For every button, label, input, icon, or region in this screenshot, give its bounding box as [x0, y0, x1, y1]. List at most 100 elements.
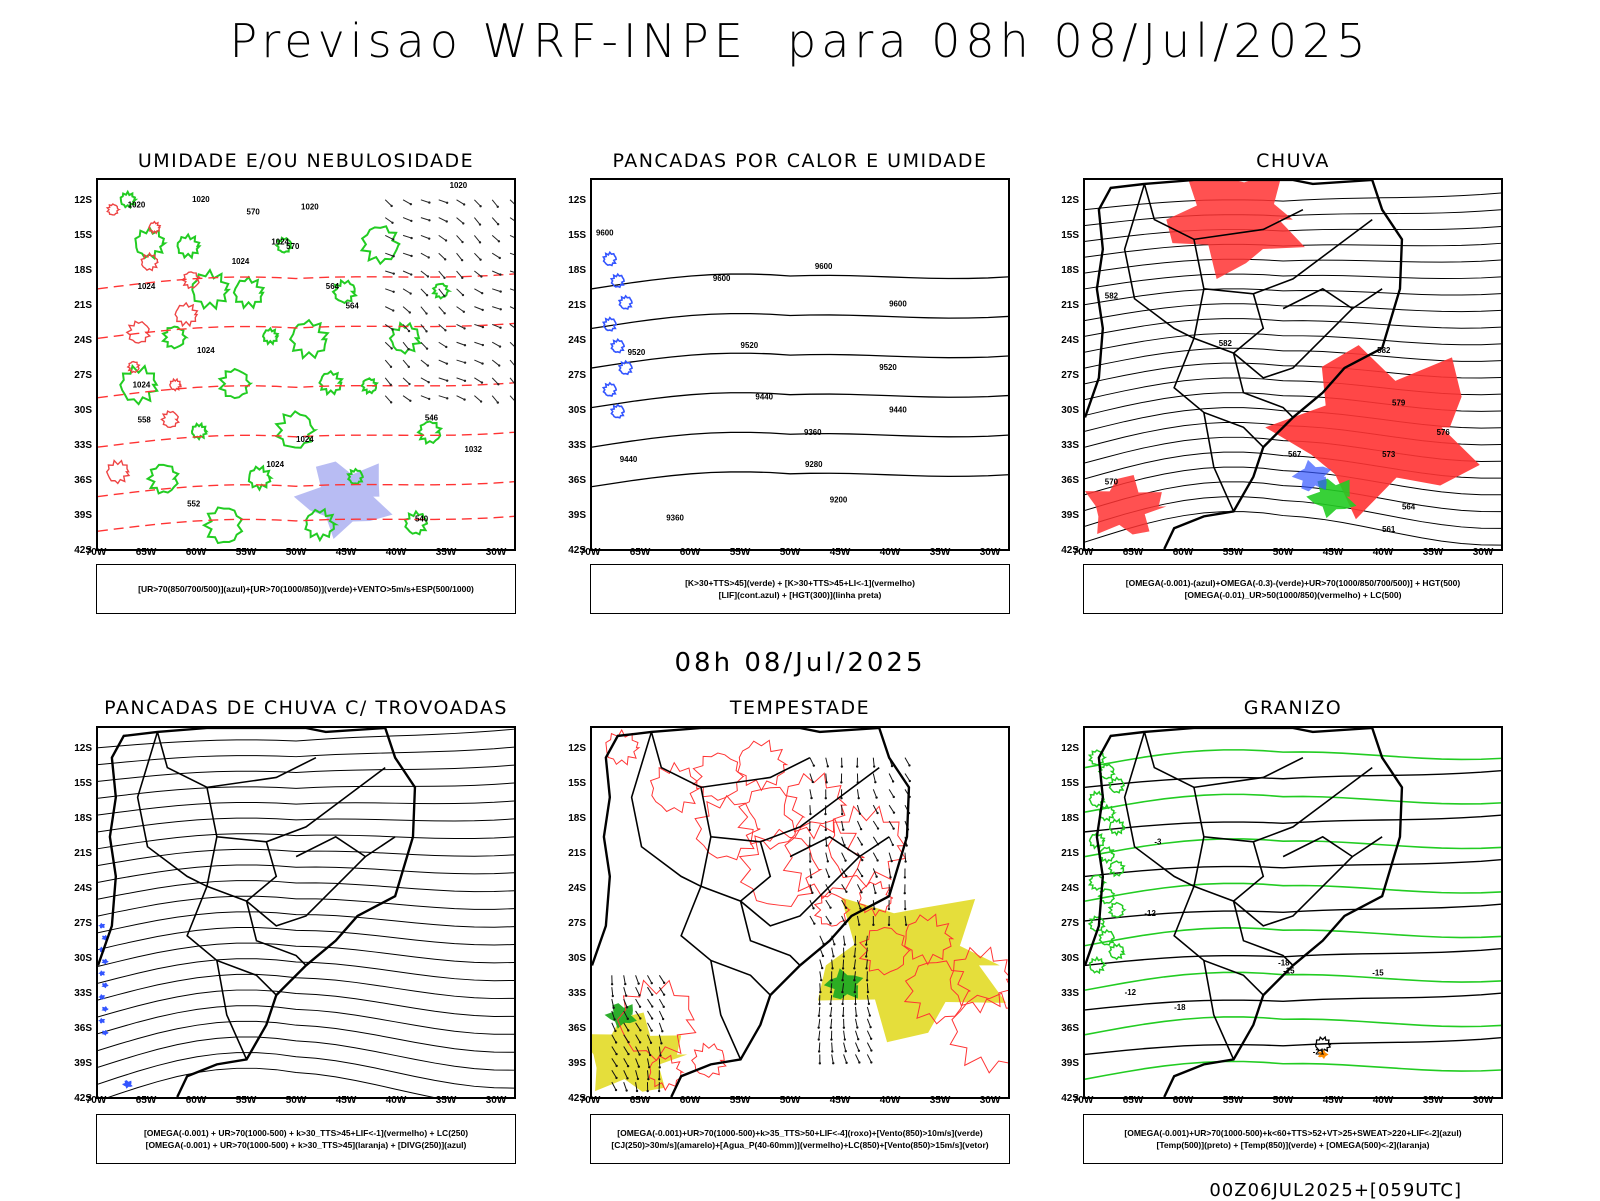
lat-label: 15S — [556, 778, 586, 789]
divg-area-blue — [101, 1006, 108, 1012]
legend-pancadas_calor: [K>30+TTS>45](verde) + [K>30+TTS>45+LI<-… — [590, 564, 1010, 614]
rain-area-red — [1166, 180, 1305, 279]
contour-label: 9280 — [805, 460, 823, 469]
lat-label: 24S — [556, 335, 586, 346]
lon-label: 50W — [1268, 1095, 1298, 1106]
lat-label: 15S — [62, 778, 92, 789]
contour-label: 9600 — [815, 262, 833, 271]
lat-label: 12S — [62, 743, 92, 754]
lon-label: 40W — [875, 547, 905, 558]
panel-title-pancadas_trovoadas: PANCADAS DE CHUVA C/ TROVOADAS — [96, 697, 516, 719]
contour-label: 9600 — [889, 300, 907, 309]
contour-label: -15 — [1372, 968, 1384, 977]
lon-label: 30W — [481, 547, 511, 558]
lat-label: 27S — [62, 918, 92, 929]
lon-label: 60W — [181, 1095, 211, 1106]
contour-label: 9360 — [804, 428, 822, 437]
lat-label: 24S — [62, 335, 92, 346]
lon-label: 50W — [1268, 547, 1298, 558]
contour-label: 9200 — [830, 496, 848, 505]
contour-label: 9440 — [755, 393, 773, 402]
lat-label: 36S — [1049, 1023, 1079, 1034]
lon-label: 65W — [131, 547, 161, 558]
legend-line: [CJ(250)>30m/s](amarelo)+[Agua_P(40-60mm… — [611, 1139, 988, 1151]
legend-line: [OMEGA(-0.001) + UR>70(1000-500) + k>30_… — [144, 1127, 468, 1139]
contour-label: 552 — [187, 499, 201, 508]
lat-label: 30S — [1049, 953, 1079, 964]
lat-label: 36S — [556, 475, 586, 486]
legend-line: [K>30+TTS>45](verde) + [K>30+TTS>45+LI<-… — [685, 577, 915, 589]
contour-label: 1024 — [138, 282, 156, 291]
contour-label: 9520 — [741, 341, 759, 350]
contour-label: -12 — [1144, 909, 1156, 918]
contour-label: 540 — [415, 514, 429, 523]
contour-label: 570 — [247, 208, 261, 217]
lon-label: 70W — [575, 1095, 605, 1106]
lon-label: 55W — [1218, 1095, 1248, 1106]
legend-line: [UR>70(850/700/500)](azul)+[UR>70(1000/8… — [138, 583, 474, 595]
lat-label: 39S — [556, 1058, 586, 1069]
lon-label: 45W — [1318, 1095, 1348, 1106]
lat-label: 21S — [1049, 848, 1079, 859]
lon-label: 30W — [975, 1095, 1005, 1106]
contour-label: 1032 — [464, 445, 482, 454]
contour-label: 576 — [1437, 428, 1451, 437]
contour-label: -3 — [1154, 838, 1162, 847]
lat-label: 36S — [62, 1023, 92, 1034]
contour-label: 9440 — [620, 455, 638, 464]
lon-label: 30W — [975, 547, 1005, 558]
divg-area-blue — [98, 923, 105, 929]
contour-label: 564 — [346, 302, 360, 311]
contour-label: 1020 — [301, 203, 319, 212]
lat-label: 39S — [1049, 1058, 1079, 1069]
lon-label: 55W — [1218, 547, 1248, 558]
lat-label: 30S — [556, 405, 586, 416]
lon-label: 40W — [875, 1095, 905, 1106]
lat-label: 27S — [62, 370, 92, 381]
contour-label: 546 — [425, 413, 439, 422]
contour-label: 573 — [1382, 450, 1396, 459]
lat-label: 18S — [1049, 265, 1079, 276]
legend-line: [OMEGA(-0.001)+UR>70(1000-500)+k<60+TTS>… — [1124, 1127, 1461, 1139]
lat-label: 18S — [62, 265, 92, 276]
lat-label: 24S — [1049, 883, 1079, 894]
jet-area-yellow — [592, 1013, 687, 1092]
contour-label: 9360 — [666, 513, 684, 522]
contour-label: 1024 — [133, 381, 151, 390]
run-info: 00Z06JUL2025+[059UTC] — [1209, 1180, 1462, 1201]
lat-label: 15S — [1049, 230, 1079, 241]
contour-label: 579 — [1392, 399, 1406, 408]
contour-label: 1024 — [296, 435, 314, 444]
lon-label: 55W — [725, 547, 755, 558]
lon-label: 35W — [431, 1095, 461, 1106]
contour-label: 1024 — [232, 257, 250, 266]
lat-label: 33S — [62, 440, 92, 451]
forecast-time-label: 08h 08/Jul/2025 — [0, 648, 1600, 678]
lon-label: 70W — [81, 547, 111, 558]
contour-label: 1020 — [192, 195, 210, 204]
lon-label: 60W — [675, 1095, 705, 1106]
lon-label: 60W — [181, 547, 211, 558]
lat-label: 30S — [556, 953, 586, 964]
contour-label: 9520 — [879, 363, 897, 372]
contour-label: 567 — [1288, 450, 1302, 459]
contour-label: 570 — [286, 242, 300, 251]
lon-label: 70W — [575, 547, 605, 558]
lat-label: 21S — [1049, 300, 1079, 311]
legend-line: [OMEGA(-0.001)+UR>70(1000-500)+k>35_TTS>… — [617, 1127, 982, 1139]
contour-label: 1024 — [197, 346, 215, 355]
lon-label: 70W — [1068, 547, 1098, 558]
contour-label: -12 — [1125, 988, 1137, 997]
contour-label: 1020 — [128, 201, 146, 210]
contour-label: -18 — [1278, 958, 1290, 967]
lon-label: 50W — [775, 1095, 805, 1106]
legend-chuva: [OMEGA(-0.001)-(azul)+OMEGA(-0.3)-(verde… — [1083, 564, 1503, 614]
lon-label: 45W — [1318, 547, 1348, 558]
lat-label: 12S — [62, 195, 92, 206]
divg-area-blue — [122, 1080, 133, 1089]
lat-label: 24S — [62, 883, 92, 894]
contour-label: -15 — [1283, 966, 1295, 975]
lon-label: 65W — [1118, 1095, 1148, 1106]
jet-area-yellow — [818, 898, 1006, 1043]
